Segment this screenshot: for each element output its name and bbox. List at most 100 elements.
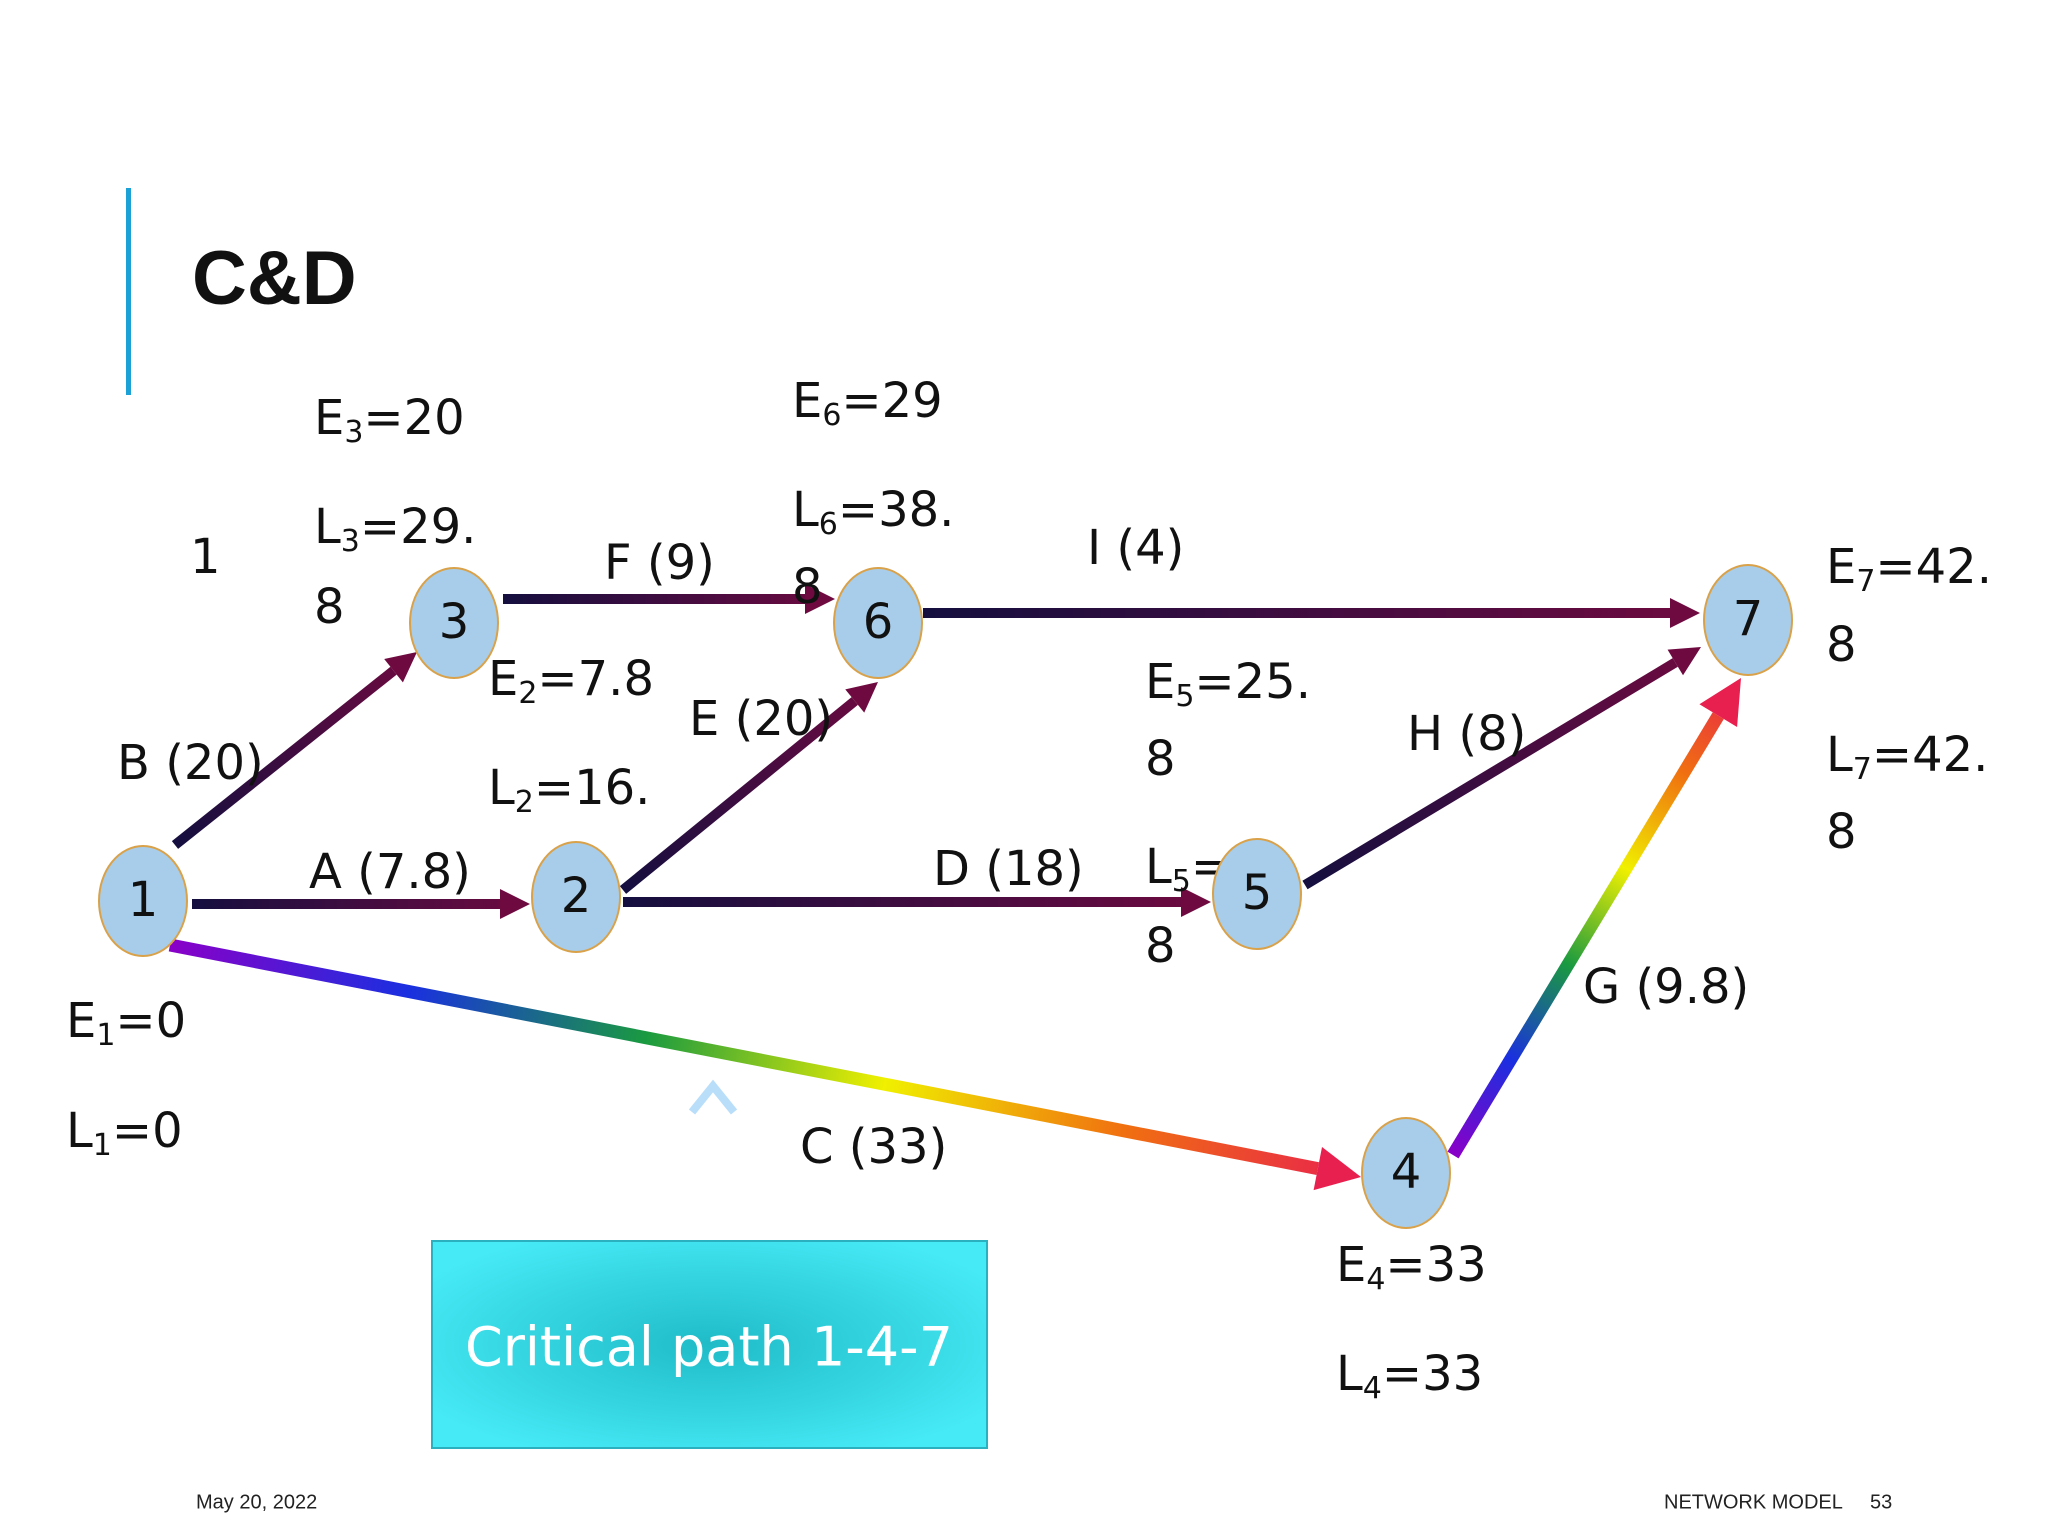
annotation-subscript: 3: [341, 524, 360, 559]
annotation-value: =42.: [1872, 727, 1989, 783]
annotation-symbol: L: [1145, 839, 1172, 895]
edge-label: D (18): [933, 841, 1084, 897]
annotation-value: =33: [1385, 1237, 1486, 1293]
annotation-subscript: 7: [1856, 564, 1875, 599]
edge-label: A (7.8): [309, 844, 471, 900]
annotation: 8: [1145, 918, 1176, 974]
edge-line: [171, 666, 397, 849]
annotation: 8: [1145, 731, 1176, 787]
annotation-symbol: E: [1826, 539, 1856, 595]
annotation-value: =42.: [1875, 539, 1992, 595]
node: [1212, 838, 1302, 950]
callout-arrow-head: [688, 1079, 738, 1115]
annotation-subscript: 6: [819, 507, 838, 542]
annotation-symbol: L: [1826, 727, 1853, 783]
annotation: L2=16.: [488, 760, 650, 820]
node: [531, 841, 621, 953]
node-label: 2: [561, 868, 592, 924]
annotation-symbol: E: [1145, 654, 1175, 710]
callout-text: Critical path 1-4-7: [465, 1316, 953, 1379]
annotation-symbol: L: [792, 482, 819, 538]
annotation-subscript: 2: [515, 785, 534, 820]
annotation: 8: [1826, 804, 1857, 860]
annotation-subscript: 3: [344, 415, 363, 450]
edge-arrowhead: [1181, 887, 1211, 917]
annotation-value: =16.: [534, 760, 651, 816]
annotation-subscript: 4: [1363, 1371, 1382, 1406]
annotation: 8: [792, 559, 823, 615]
footer-page: 53: [1870, 1491, 1892, 1513]
annotation: 8: [1826, 617, 1857, 673]
node: [1361, 1117, 1451, 1229]
node: [409, 567, 499, 679]
edge-arrowhead: [1699, 678, 1741, 728]
edge-arrowhead: [384, 652, 417, 683]
node-label: 1: [128, 872, 159, 928]
annotation-symbol: E: [488, 651, 518, 707]
annotation-subscript: 2: [518, 676, 537, 711]
edge-label: H (8): [1407, 706, 1526, 762]
accent-bar: [126, 188, 131, 395]
edge-arrowhead: [1667, 647, 1701, 676]
annotation-value: =0: [112, 1103, 183, 1159]
annotation: E3=20: [314, 390, 465, 450]
annotation: E4=33: [1336, 1237, 1487, 1297]
annotation: L3=29.: [314, 499, 476, 559]
edge-label: C (33): [800, 1119, 947, 1175]
annotation: E6=29: [792, 373, 943, 433]
annotation: L4=33: [1336, 1346, 1483, 1406]
annotation-symbol: E: [314, 390, 344, 446]
annotation: E2=7.8: [488, 651, 654, 711]
annotation: 8: [314, 579, 345, 635]
footer-date: May 20, 2022: [196, 1491, 317, 1513]
annotation-text: 1: [190, 529, 221, 585]
annotation-subscript: 4: [1366, 1262, 1385, 1297]
nodes: 1 2 3 4 5 6 7: [98, 564, 1793, 1229]
annotation: L7=42.: [1826, 727, 1988, 787]
annotation-symbol: L: [314, 499, 341, 555]
annotation-value: =29: [841, 373, 942, 429]
annotation-subscript: 6: [822, 398, 841, 433]
edge-arrowhead: [1670, 598, 1700, 628]
edge-line: [168, 938, 1320, 1175]
edge-line: [1302, 658, 1678, 890]
node-label: 3: [439, 594, 470, 650]
edge-label: I (4): [1087, 520, 1184, 576]
annotation: E1=0: [66, 993, 186, 1053]
edge-arrowhead: [845, 682, 878, 713]
edges: A (7.8) B (20) C (33) D (18) E (20) F (9) G (9…: [117, 520, 1749, 1191]
annotation-symbol: L: [66, 1103, 93, 1159]
annotation-value: =38.: [838, 482, 955, 538]
edge-label: E (20): [689, 691, 833, 747]
annotation: E7=42.: [1826, 539, 1992, 599]
edge-label: G (9.8): [1583, 959, 1749, 1015]
annotations: E3=20L3=29.81E6=29L6=38.8E2=7.8L2=16.E5=…: [66, 373, 1992, 1406]
annotation-value: =7.8: [537, 651, 654, 707]
annotation-value: =29.: [360, 499, 477, 555]
annotation-subscript: 1: [96, 1018, 115, 1053]
node: [833, 567, 923, 679]
node: [98, 845, 188, 957]
annotation-symbol: E: [66, 993, 96, 1049]
node-label: 7: [1733, 591, 1764, 647]
annotation-value: =25.: [1194, 654, 1311, 710]
annotation: L1=0: [66, 1103, 183, 1163]
annotation-text: 8: [1145, 731, 1176, 787]
annotation-text: 8: [792, 559, 823, 615]
annotation-symbol: E: [792, 373, 822, 429]
annotation-symbol: L: [1336, 1346, 1363, 1402]
edge-label: B (20): [117, 735, 264, 791]
node-label: 6: [863, 594, 894, 650]
annotation-subscript: 5: [1175, 679, 1194, 714]
annotation-text: 8: [1826, 804, 1857, 860]
annotation-value: =20: [363, 390, 464, 446]
node-label: 4: [1391, 1144, 1422, 1200]
annotation-subscript: 1: [93, 1128, 112, 1163]
edge-line: [1447, 712, 1724, 1159]
node-label: 5: [1242, 865, 1273, 921]
annotation-text: 8: [1145, 918, 1176, 974]
annotation-value: =0: [115, 993, 186, 1049]
slide-title: C&D: [192, 236, 357, 321]
